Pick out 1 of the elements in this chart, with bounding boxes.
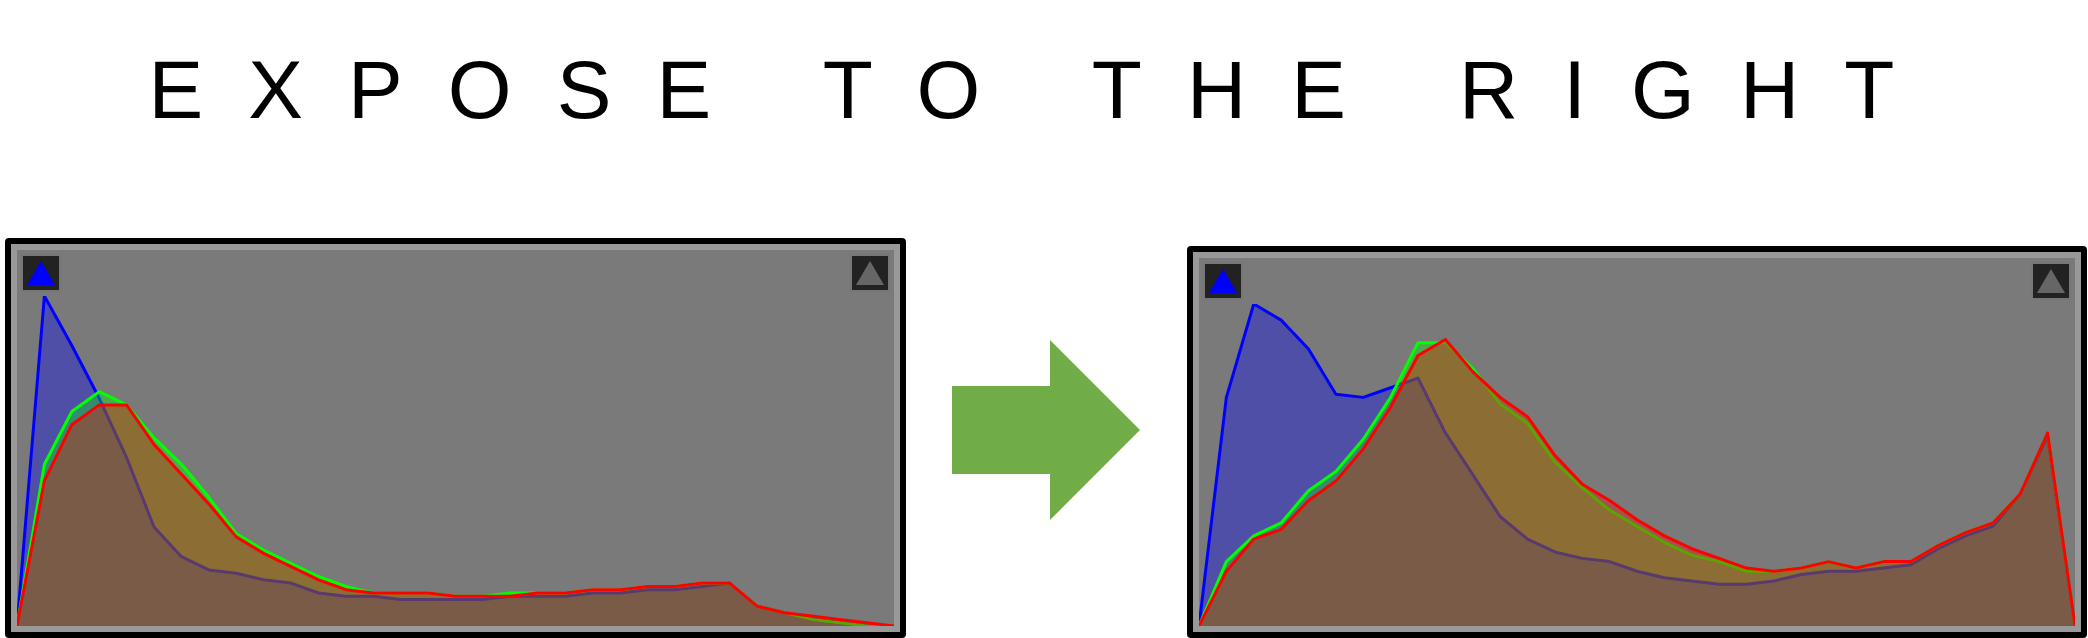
chart-title: EXPOSE TO THE RIGHT	[147, 43, 1941, 137]
